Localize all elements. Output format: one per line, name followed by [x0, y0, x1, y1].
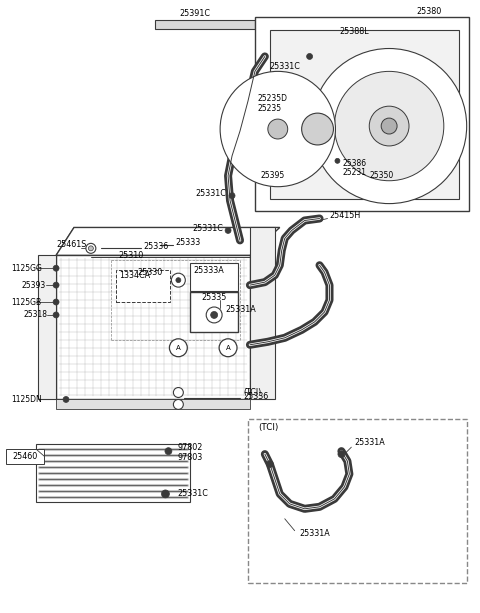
Text: 1125GG: 1125GG	[12, 264, 42, 273]
Text: 25333A: 25333A	[193, 265, 224, 275]
Bar	[38, 255, 56, 400]
Text: 25395: 25395	[261, 171, 285, 180]
Text: 25331A: 25331A	[300, 529, 330, 538]
Text: 25461S: 25461S	[56, 240, 86, 249]
Text: 25380: 25380	[416, 7, 442, 16]
Circle shape	[63, 397, 69, 403]
Text: 25336: 25336	[243, 392, 268, 401]
Text: 25310: 25310	[119, 251, 144, 260]
Circle shape	[165, 447, 172, 455]
Text: 25331A: 25331A	[354, 438, 385, 447]
Text: 25235: 25235	[258, 104, 282, 113]
Circle shape	[307, 53, 312, 59]
Circle shape	[169, 339, 187, 357]
Text: 25388L: 25388L	[339, 27, 369, 36]
Circle shape	[211, 311, 217, 318]
Text: 25331C: 25331C	[178, 489, 208, 498]
Circle shape	[268, 119, 288, 139]
Bar	[190, 263, 238, 291]
Text: 25391C: 25391C	[180, 9, 211, 18]
Circle shape	[53, 265, 59, 271]
Bar	[56, 400, 250, 409]
Circle shape	[161, 490, 169, 498]
Circle shape	[338, 451, 345, 458]
Text: 25335: 25335	[202, 292, 227, 302]
Text: 25386: 25386	[342, 159, 367, 169]
Bar	[255, 17, 468, 210]
Bar	[190, 292, 238, 332]
Text: 25350: 25350	[369, 171, 394, 180]
Polygon shape	[56, 227, 280, 255]
Circle shape	[53, 282, 59, 288]
Bar	[6, 449, 44, 464]
Circle shape	[369, 106, 409, 146]
Text: 25331A: 25331A	[225, 305, 256, 314]
Text: 25415H: 25415H	[329, 211, 361, 220]
Bar	[56, 255, 250, 400]
Polygon shape	[56, 227, 74, 400]
Circle shape	[88, 246, 93, 251]
Circle shape	[176, 278, 181, 283]
Text: 25336: 25336	[144, 242, 169, 251]
Text: (TCI): (TCI)	[258, 423, 278, 432]
Circle shape	[301, 113, 334, 145]
Text: A: A	[176, 345, 181, 351]
Circle shape	[225, 227, 231, 234]
Text: 1334CA: 1334CA	[119, 271, 150, 280]
Text: (TCI): (TCI)	[243, 388, 261, 397]
Text: 25330: 25330	[137, 268, 162, 276]
Circle shape	[220, 71, 336, 187]
Text: A: A	[226, 345, 230, 351]
Text: 1125GB: 1125GB	[12, 297, 41, 306]
Circle shape	[171, 273, 185, 287]
Text: 25231: 25231	[342, 169, 366, 177]
Circle shape	[229, 192, 235, 199]
Text: 25331C: 25331C	[192, 224, 223, 233]
Bar	[156, 20, 255, 29]
Circle shape	[173, 400, 183, 409]
Text: 25318: 25318	[23, 310, 47, 319]
Text: 97802: 97802	[178, 443, 203, 452]
Circle shape	[381, 118, 397, 134]
Text: 25460: 25460	[12, 452, 38, 460]
Circle shape	[335, 71, 444, 181]
Text: 97803: 97803	[178, 452, 203, 462]
Text: 25235D: 25235D	[258, 94, 288, 103]
Circle shape	[266, 460, 273, 468]
Circle shape	[53, 299, 59, 305]
Bar	[270, 29, 459, 199]
Circle shape	[335, 158, 340, 163]
Circle shape	[173, 387, 183, 397]
Circle shape	[312, 48, 467, 204]
Bar	[36, 444, 190, 502]
Circle shape	[53, 312, 59, 318]
Text: 25333: 25333	[175, 238, 201, 247]
Bar	[116, 270, 170, 302]
Text: 1125DN: 1125DN	[12, 395, 42, 404]
Bar	[250, 227, 275, 400]
Text: 25393: 25393	[21, 281, 46, 289]
Text: 25331C: 25331C	[195, 189, 226, 198]
Circle shape	[206, 307, 222, 323]
Text: 25331C: 25331C	[270, 62, 300, 71]
Circle shape	[219, 339, 237, 357]
Circle shape	[86, 243, 96, 253]
Bar	[248, 419, 467, 584]
